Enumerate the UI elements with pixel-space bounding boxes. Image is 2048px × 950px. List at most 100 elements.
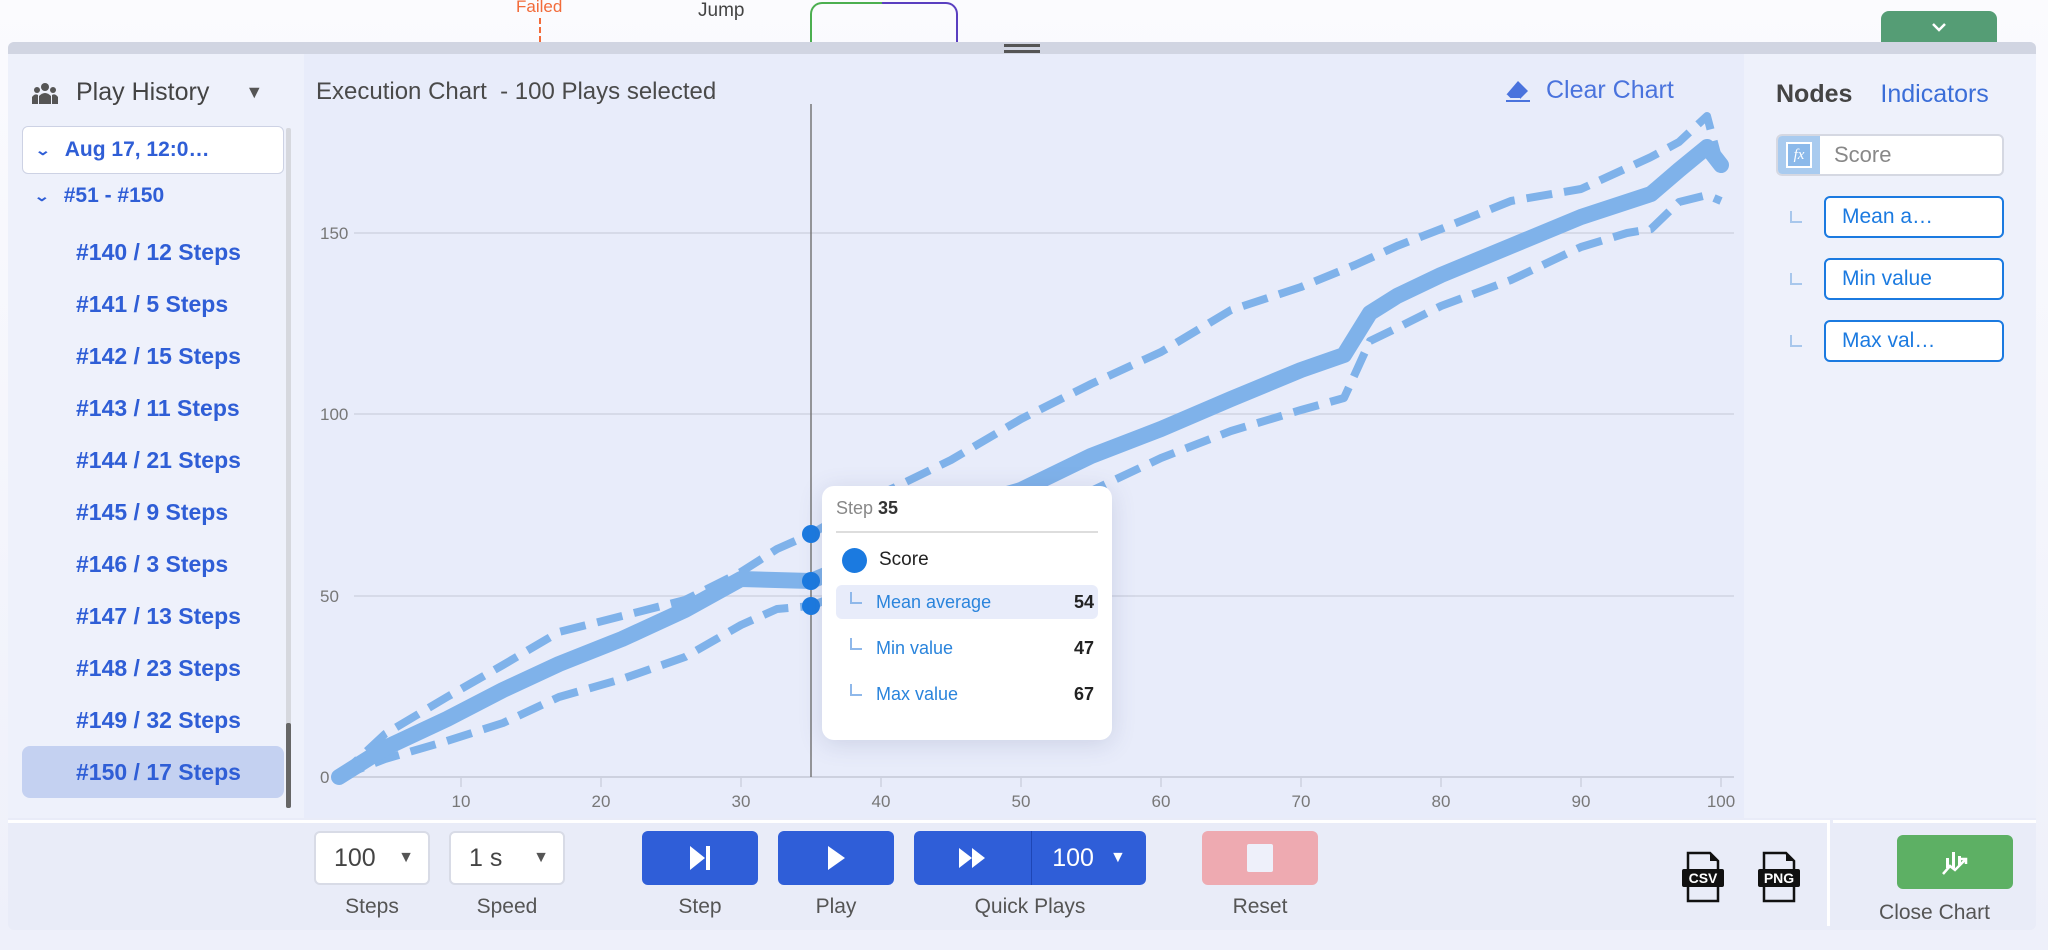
quick-plays-label: Quick Plays: [974, 895, 1086, 918]
steps-value: 100: [334, 843, 376, 872]
speed-label: Speed: [476, 895, 538, 918]
sidebar-scrollbar[interactable]: [286, 128, 291, 808]
close-chart-button[interactable]: [1897, 835, 2013, 889]
quick-plays-value: 100: [1052, 843, 1094, 872]
tree-elbow-icon: [1790, 335, 1802, 347]
playback-controls: 100 ▼ Steps 1 s ▼ Speed Step Play: [8, 820, 1830, 926]
play-item[interactable]: #148 / 23 Steps: [22, 642, 284, 694]
clear-chart-label: Clear Chart: [1546, 76, 1674, 104]
dropdown-caret-icon: ▼: [533, 849, 549, 866]
play-item-label: #147 / 13 Steps: [76, 602, 241, 629]
svg-text:60: 60: [1152, 792, 1171, 811]
play-button[interactable]: [778, 831, 894, 885]
function-icon: fx: [1778, 136, 1820, 174]
close-chart-label: Close Chart: [1879, 901, 1990, 924]
png-export-icon[interactable]: PNG: [1756, 851, 1802, 903]
tooltip-step-label: Step: [836, 498, 874, 518]
tree-elbow-icon: [850, 684, 862, 696]
play-item-label: #150 / 17 Steps: [76, 758, 241, 785]
indicator-max-button[interactable]: Max val…: [1824, 320, 2004, 362]
tooltip-row-value: 54: [1073, 591, 1094, 612]
tooltip-series-name: Score: [879, 549, 929, 570]
step-label: Step: [678, 895, 722, 918]
quick-plays-count-select[interactable]: 100 ▼: [1032, 831, 1146, 885]
reset-button[interactable]: [1202, 831, 1318, 885]
play-item[interactable]: #146 / 3 Steps: [22, 538, 284, 590]
quick-plays-button[interactable]: [914, 831, 1032, 885]
tooltip-series: Score: [836, 545, 1098, 575]
play-item[interactable]: #140 / 12 Steps: [22, 226, 284, 278]
failed-node-label: Failed: [516, 0, 563, 16]
tooltip-row-mean: Mean average 54: [836, 585, 1098, 619]
chart-tooltip: Step 35 Score Mean average 54 Min value …: [822, 486, 1112, 740]
step-button[interactable]: [642, 831, 758, 885]
play-item[interactable]: #142 / 15 Steps: [22, 330, 284, 382]
range-group-item[interactable]: ⌄ #51 - #150: [22, 174, 284, 218]
tooltip-row-max: Max value 67: [836, 677, 1098, 711]
min-value-line: [337, 191, 1723, 781]
jump-node-label: Jump: [698, 0, 745, 21]
chart-panel: Play History ▼ ⌄ Aug 17, 12:0… ⌄ #51 - #…: [8, 42, 2036, 930]
steps-select[interactable]: 100 ▼: [314, 831, 430, 885]
play-item[interactable]: #143 / 11 Steps: [22, 382, 284, 434]
play-history-sidebar: Play History ▼ ⌄ Aug 17, 12:0… ⌄ #51 - #…: [8, 54, 304, 818]
drag-handle-icon[interactable]: [1004, 44, 1040, 53]
play-item-selected[interactable]: #150 / 17 Steps: [22, 746, 284, 798]
tab-nodes[interactable]: Nodes: [1776, 80, 1853, 108]
speed-select[interactable]: 1 s ▼: [449, 831, 565, 885]
steps-control: 100 ▼ Steps: [314, 831, 430, 919]
date-group-item[interactable]: ⌄ Aug 17, 12:0…: [22, 126, 284, 174]
chevron-down-icon: ⌄: [34, 141, 52, 158]
x-axis-labels: 10 20 30 40 50 60 70 80 90 100: [452, 792, 1736, 811]
dropdown-caret-icon: ▼: [398, 849, 414, 866]
play-item[interactable]: #141 / 5 Steps: [22, 278, 284, 330]
play-history-header[interactable]: Play History ▼: [32, 78, 263, 107]
line-chart[interactable]: 150 100 50 0 10 20 30 40: [304, 54, 1744, 818]
svg-text:50: 50: [320, 587, 339, 606]
series-color-dot: [842, 547, 867, 573]
svg-text:80: 80: [1432, 792, 1451, 811]
quick-plays-button-group: 100 ▼: [914, 831, 1146, 885]
tooltip-row-value: 47: [1073, 637, 1094, 658]
chart-title: Execution Chart - 100 Plays selected: [316, 78, 717, 105]
fast-forward-icon: [958, 848, 985, 868]
stop-icon: [1247, 844, 1273, 872]
play-item[interactable]: #147 / 13 Steps: [22, 590, 284, 642]
tree-elbow-icon: [850, 638, 862, 650]
history-list: ⌄ Aug 17, 12:0… ⌄ #51 - #150 #140 / 12 S…: [22, 126, 284, 806]
clear-chart-button[interactable]: Clear Chart: [1504, 76, 1674, 105]
play-item-label: #145 / 9 Steps: [76, 498, 229, 525]
green-connector: [810, 2, 882, 46]
play-item[interactable]: #149 / 32 Steps: [22, 694, 284, 746]
execution-chart-area: Execution Chart - 100 Plays selected Cle…: [304, 54, 1744, 818]
play-item[interactable]: #144 / 21 Steps: [22, 434, 284, 486]
score-node-label: Score: [1834, 142, 1892, 167]
indicators-panel: Nodes Indicators fx Score Mean a… Min va…: [1744, 54, 2036, 818]
tooltip-row-value: 67: [1073, 683, 1094, 704]
play-item-label: #140 / 12 Steps: [76, 238, 241, 265]
tree-elbow-icon: [1790, 211, 1802, 223]
hover-point-min: [802, 597, 820, 615]
play-icon: [828, 846, 845, 870]
indicator-mean-button[interactable]: Mean a…: [1824, 196, 2004, 238]
svg-text:150: 150: [320, 224, 348, 243]
step-forward-icon: [690, 846, 710, 870]
play-item[interactable]: #145 / 9 Steps: [22, 486, 284, 538]
tree-elbow-icon: [1790, 273, 1802, 285]
indicator-min: Min value: [1790, 258, 2004, 300]
scrollbar-thumb[interactable]: [286, 723, 291, 808]
speed-value: 1 s: [469, 843, 503, 872]
hover-point-max: [802, 525, 820, 543]
tab-indicators[interactable]: Indicators: [1880, 80, 1989, 108]
indicator-mean: Mean a…: [1790, 196, 2004, 238]
reset-label: Reset: [1232, 895, 1288, 918]
score-node[interactable]: fx Score: [1776, 134, 2004, 176]
collapse-panel-tab[interactable]: [1881, 11, 1997, 43]
hover-point-mean: [802, 572, 820, 590]
panel-resize-bar[interactable]: [8, 42, 2036, 54]
panel-tabs: Nodes Indicators: [1776, 80, 1989, 109]
indicator-min-button[interactable]: Min value: [1824, 258, 2004, 300]
dropdown-caret-icon[interactable]: ▼: [245, 82, 264, 102]
chart-trend-icon: [1942, 852, 1968, 875]
csv-export-icon[interactable]: CSV: [1680, 851, 1726, 903]
